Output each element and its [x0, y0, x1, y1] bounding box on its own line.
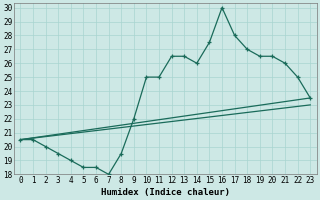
X-axis label: Humidex (Indice chaleur): Humidex (Indice chaleur) — [101, 188, 230, 197]
